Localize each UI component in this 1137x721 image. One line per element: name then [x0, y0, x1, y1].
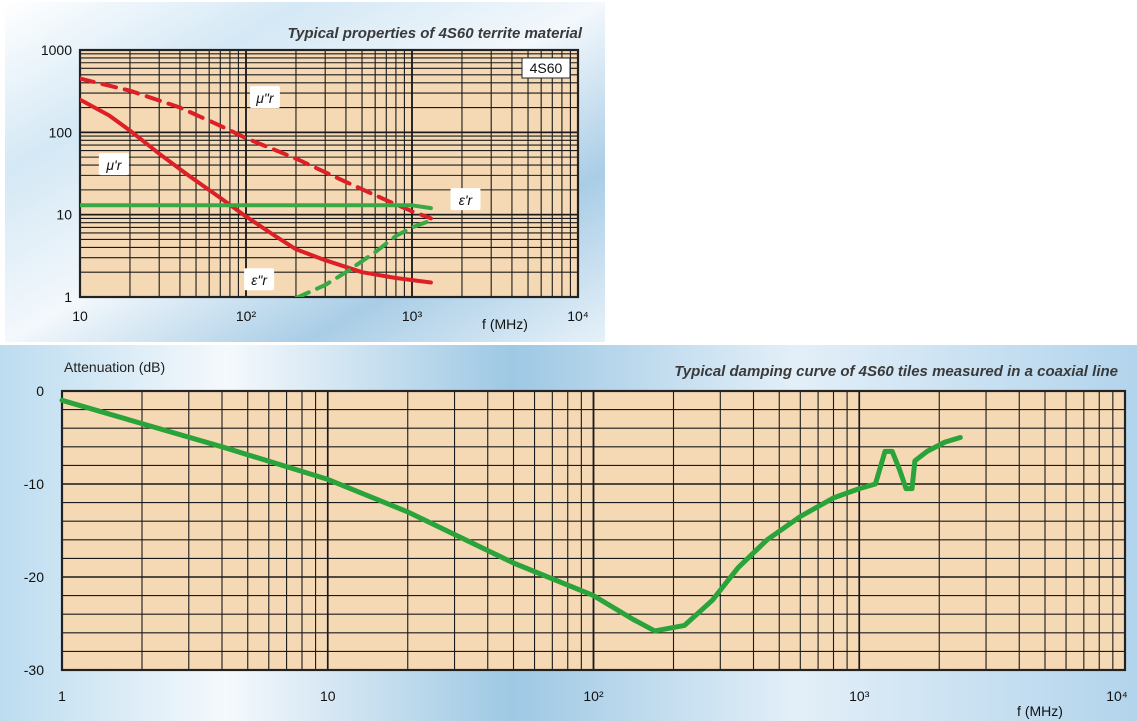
x-axis-label: f (MHz)	[482, 316, 528, 332]
chart-title: Typical damping curve of 4S60 tiles meas…	[674, 363, 1118, 380]
epsilon-prime-label: ε'r	[459, 192, 474, 208]
curve-label-bg	[98, 153, 129, 176]
mu-prime-curve	[80, 97, 433, 285]
epsilon-double-prime-curve	[294, 218, 433, 297]
attenuation-curve	[59, 397, 963, 634]
y-tick-label: 1	[64, 289, 72, 305]
epsilon-double-prime-label: ε"r	[251, 272, 268, 288]
x-tick-label: 10²	[236, 308, 257, 324]
x-tick-label: 10	[72, 308, 88, 324]
y-tick-label: 1000	[41, 42, 72, 58]
y-tick-label: -30	[24, 662, 44, 678]
x-tick-label: 10⁴	[1106, 688, 1128, 704]
damping-curve-chart: Typical damping curve of 4S60 tiles meas…	[24, 359, 1128, 719]
y-tick-label: 10	[56, 207, 72, 223]
y-tick-label: 100	[49, 124, 73, 140]
epsilon-prime-curve	[80, 203, 433, 211]
x-tick-label: 10	[320, 688, 336, 704]
curve-label-bg	[249, 86, 280, 109]
mu-prime-label: μ'r	[105, 157, 122, 173]
y-axis-label: Attenuation (dB)	[64, 359, 165, 375]
material-badge-text: 4S60	[530, 60, 563, 76]
x-tick-label: 10²	[583, 688, 604, 704]
x-tick-label: 10³	[402, 308, 423, 324]
material-badge-box	[521, 57, 571, 79]
y-tick-label: -10	[24, 476, 44, 492]
x-tick-label: 10⁴	[567, 308, 589, 324]
x-axis-label: f (MHz)	[1017, 703, 1063, 719]
y-tick-label: -20	[24, 569, 44, 585]
curve-label-bg	[450, 188, 481, 211]
plot-frame	[78, 48, 580, 299]
mu-double-prime-label: μ"r	[255, 90, 275, 106]
x-tick-label: 10³	[849, 688, 870, 704]
curve-label-bg	[244, 268, 275, 291]
x-tick-label: 1	[58, 688, 66, 704]
permeability-permittivity-chart: μ"r μ'r ε'r ε"r 4S60 Typical properties of 4S…	[41, 25, 589, 332]
plot-frame	[60, 389, 1127, 672]
y-tick-label: 0	[36, 383, 44, 399]
chart-title: Typical properties of 4S60 territe mater…	[287, 25, 582, 42]
